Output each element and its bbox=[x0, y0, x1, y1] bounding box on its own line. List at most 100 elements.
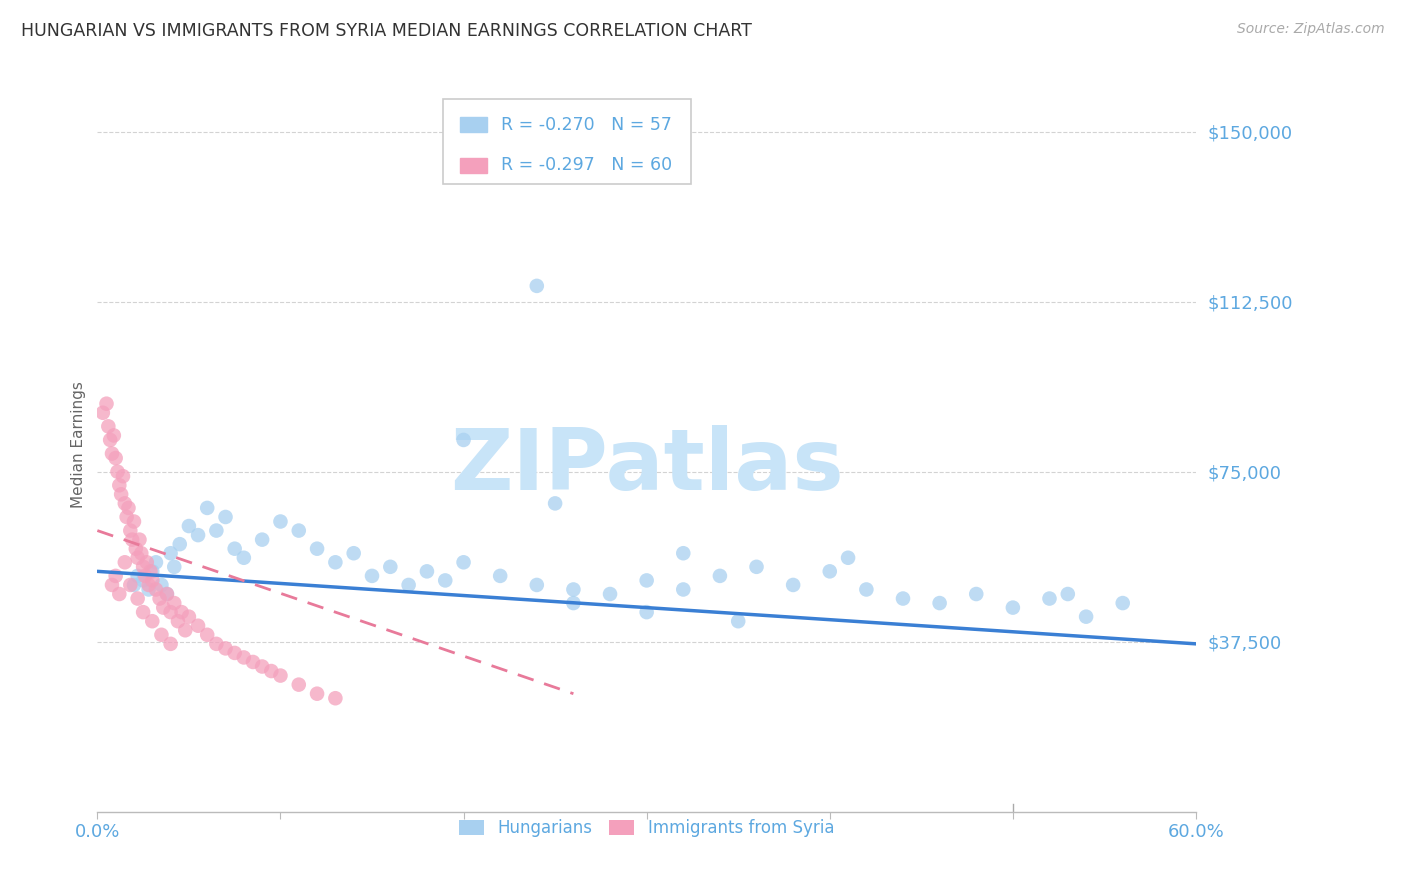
Point bbox=[1056, 587, 1078, 601]
Point bbox=[108, 478, 131, 492]
Point bbox=[177, 609, 200, 624]
Text: HUNGARIAN VS IMMIGRANTS FROM SYRIA MEDIAN EARNINGS CORRELATION CHART: HUNGARIAN VS IMMIGRANTS FROM SYRIA MEDIA… bbox=[21, 22, 752, 40]
Point bbox=[965, 587, 987, 601]
Point bbox=[114, 496, 136, 510]
Point bbox=[250, 533, 273, 547]
Point bbox=[325, 555, 347, 569]
Point bbox=[232, 550, 254, 565]
Point bbox=[117, 500, 139, 515]
Point bbox=[122, 578, 145, 592]
Point bbox=[98, 433, 121, 447]
Point bbox=[156, 587, 179, 601]
Point bbox=[159, 637, 181, 651]
Point bbox=[129, 546, 152, 560]
Point bbox=[127, 550, 149, 565]
Point bbox=[174, 624, 197, 638]
Point bbox=[214, 510, 236, 524]
Text: Source: ZipAtlas.com: Source: ZipAtlas.com bbox=[1237, 22, 1385, 37]
Point bbox=[672, 546, 695, 560]
Point bbox=[562, 582, 585, 597]
Point bbox=[108, 587, 131, 601]
Point bbox=[104, 451, 127, 466]
Point bbox=[269, 668, 291, 682]
Point bbox=[260, 664, 283, 678]
Point bbox=[111, 469, 134, 483]
Point bbox=[132, 574, 155, 588]
Text: R = -0.297   N = 60: R = -0.297 N = 60 bbox=[501, 156, 672, 174]
Point bbox=[107, 465, 129, 479]
Point bbox=[127, 591, 149, 606]
Point bbox=[325, 691, 347, 706]
Point bbox=[187, 618, 209, 632]
Point bbox=[141, 574, 163, 588]
Point bbox=[453, 433, 475, 447]
Point bbox=[138, 578, 160, 592]
Point bbox=[636, 574, 658, 588]
Point bbox=[139, 565, 162, 579]
Point bbox=[122, 515, 145, 529]
Point bbox=[205, 637, 228, 651]
Point bbox=[170, 605, 193, 619]
Point bbox=[125, 541, 148, 556]
Point bbox=[398, 578, 420, 592]
Point bbox=[156, 587, 179, 601]
Point bbox=[104, 569, 127, 583]
Point bbox=[115, 510, 138, 524]
Point bbox=[636, 605, 658, 619]
Point bbox=[205, 524, 228, 538]
Point bbox=[138, 582, 160, 597]
Point bbox=[727, 614, 749, 628]
Point bbox=[1112, 596, 1135, 610]
Point bbox=[134, 569, 156, 583]
Point bbox=[416, 565, 439, 579]
Point bbox=[232, 650, 254, 665]
Point bbox=[145, 582, 167, 597]
Point bbox=[120, 524, 142, 538]
Point bbox=[287, 524, 309, 538]
FancyBboxPatch shape bbox=[443, 100, 690, 184]
Point bbox=[891, 591, 914, 606]
Point bbox=[453, 555, 475, 569]
Point bbox=[195, 628, 218, 642]
Point bbox=[1074, 609, 1097, 624]
Point bbox=[224, 541, 246, 556]
Point bbox=[127, 569, 149, 583]
Point bbox=[343, 546, 366, 560]
Point bbox=[159, 546, 181, 560]
Point bbox=[163, 559, 186, 574]
Point bbox=[150, 578, 173, 592]
Point bbox=[141, 565, 163, 579]
FancyBboxPatch shape bbox=[460, 158, 488, 173]
Point bbox=[132, 559, 155, 574]
Point bbox=[121, 533, 143, 547]
Point bbox=[672, 582, 695, 597]
Point bbox=[1001, 600, 1024, 615]
Point bbox=[599, 587, 621, 601]
Point bbox=[97, 419, 120, 434]
Legend: Hungarians, Immigrants from Syria: Hungarians, Immigrants from Syria bbox=[453, 813, 841, 844]
Point bbox=[167, 614, 190, 628]
Point bbox=[526, 578, 548, 592]
Point bbox=[177, 519, 200, 533]
Point bbox=[307, 541, 329, 556]
Point bbox=[110, 487, 132, 501]
Text: R = -0.270   N = 57: R = -0.270 N = 57 bbox=[501, 116, 672, 134]
FancyBboxPatch shape bbox=[460, 118, 488, 132]
Point bbox=[855, 582, 877, 597]
Text: ZIPatlas: ZIPatlas bbox=[450, 425, 844, 508]
Point bbox=[150, 628, 173, 642]
Point bbox=[745, 559, 768, 574]
Point bbox=[135, 555, 157, 569]
Point bbox=[242, 655, 264, 669]
Point bbox=[489, 569, 512, 583]
Point bbox=[361, 569, 384, 583]
Y-axis label: Median Earnings: Median Earnings bbox=[72, 381, 86, 508]
Point bbox=[928, 596, 950, 610]
Point bbox=[544, 496, 567, 510]
Point bbox=[101, 578, 124, 592]
Point bbox=[128, 533, 150, 547]
Point bbox=[114, 555, 136, 569]
Point bbox=[149, 591, 172, 606]
Point bbox=[132, 605, 155, 619]
Point bbox=[526, 278, 548, 293]
